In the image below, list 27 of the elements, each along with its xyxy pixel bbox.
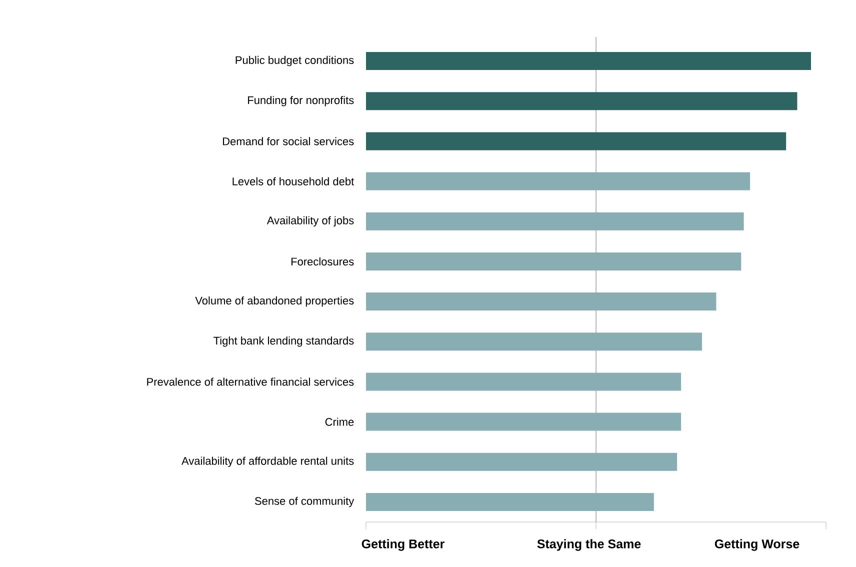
bar xyxy=(366,92,798,110)
y-tick-label: Public budget conditions xyxy=(236,56,354,66)
text: Getting Worse xyxy=(714,539,800,551)
y-tick-label: Tight bank lending standards xyxy=(214,336,354,347)
bar xyxy=(366,492,654,511)
y-tick-label: Demand for social services xyxy=(222,137,354,146)
bar xyxy=(366,132,786,150)
y-tick-label: Availability of jobs xyxy=(266,216,354,227)
y-tick-label: Funding for nonprofits xyxy=(248,96,354,106)
bar xyxy=(366,172,750,190)
bar xyxy=(366,452,678,471)
text: Staying the Same xyxy=(537,539,641,551)
y-tick-label: Foreclosures xyxy=(291,257,354,266)
bar xyxy=(366,332,702,351)
bar xyxy=(366,212,744,230)
bar xyxy=(366,252,742,270)
bar xyxy=(366,412,682,431)
y-tick-label: Availability of affordable rental units xyxy=(182,456,354,468)
y-tick-label: Levels of household debt xyxy=(232,177,354,186)
y-tick-label: Prevalence of alternative financial services xyxy=(147,378,354,386)
y-tick-label: Volume of abandoned properties xyxy=(195,296,354,307)
y-tick-label: Sense of community xyxy=(254,496,354,508)
bar xyxy=(366,52,812,70)
text: Getting Better xyxy=(362,539,444,551)
y-tick-label: Crime xyxy=(325,418,354,426)
bar xyxy=(366,372,682,391)
bar xyxy=(366,292,716,311)
